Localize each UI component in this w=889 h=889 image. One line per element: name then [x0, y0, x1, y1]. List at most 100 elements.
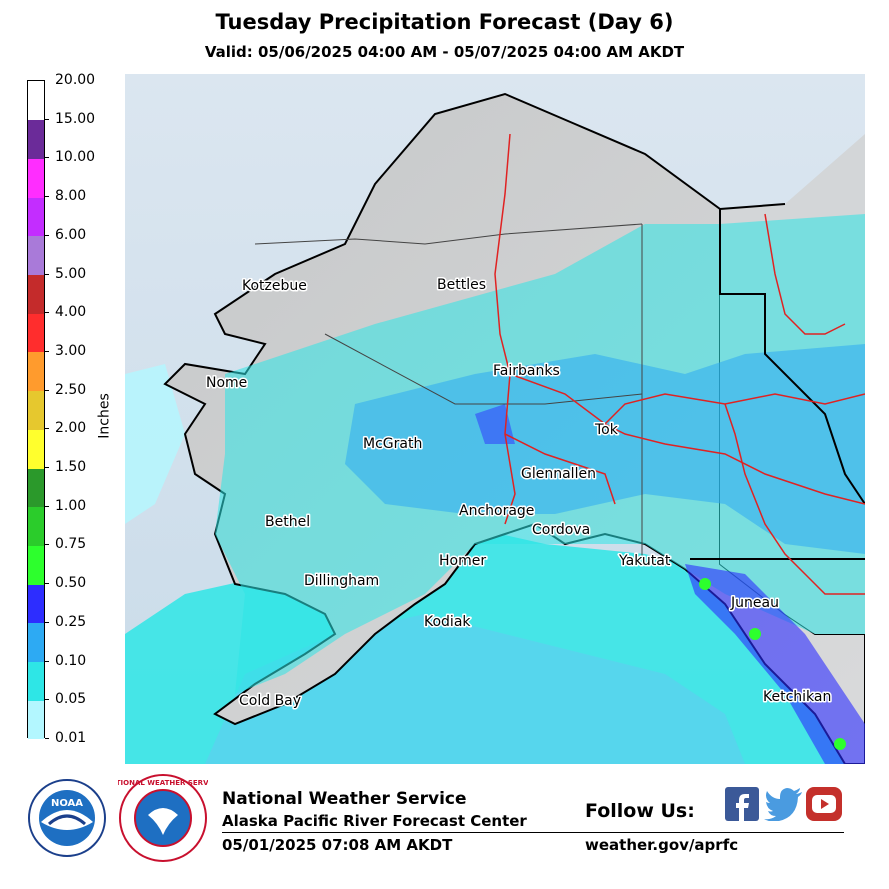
follow-us-label: Follow Us: [585, 800, 695, 822]
colorbar-tick-label: 0.50 [55, 575, 87, 592]
city-label: Tok [594, 422, 619, 438]
colorbar-bin [28, 274, 44, 314]
colorbar-tick [45, 118, 49, 120]
zone-line [324, 333, 643, 405]
city-label: Anchorage [459, 503, 534, 519]
colorbar-bin [28, 700, 44, 740]
highway [504, 433, 616, 505]
footer-divider [222, 832, 844, 833]
colorbar-tick [45, 621, 49, 623]
city-label: Homer [439, 553, 486, 569]
precip-spot [699, 578, 711, 590]
city-label: Yakutat [618, 553, 671, 569]
border-line [719, 209, 865, 505]
colorbar-tick [45, 273, 49, 275]
city-label: Ketchikan [763, 689, 831, 705]
colorbar-tick-label: 0.01 [55, 730, 87, 746]
colorbar-bin [28, 81, 44, 121]
city-label: Nome [206, 375, 247, 391]
border-line [719, 203, 786, 210]
colorbar-bin [28, 468, 44, 508]
colorbar-tick-label: 1.00 [55, 497, 87, 514]
city-label: Bethel [265, 514, 310, 530]
colorbar-bin [28, 235, 44, 276]
precip-map[interactable]: Kotzebue Bettles Nome Fairbanks McGrath Tok Gl… [125, 74, 865, 764]
colorbar-tick-label: 1.50 [55, 459, 87, 476]
colorbar-tick [45, 196, 49, 198]
city-label: Kotzebue [242, 278, 307, 294]
colorbar-bin [28, 622, 44, 663]
colorbar-bin [28, 584, 44, 624]
svg-text:NATIONAL WEATHER SERVICE: NATIONAL WEATHER SERVICE [118, 779, 208, 787]
colorbar-tick [45, 234, 49, 236]
colorbar-tick [45, 699, 49, 701]
nws-logo: NATIONAL WEATHER SERVICE [118, 774, 208, 862]
colorbar-tick-label: 0.25 [55, 613, 87, 630]
colorbar-tick-label: 5.00 [55, 265, 87, 282]
city-label: Cordova [532, 522, 590, 538]
city-label: Fairbanks [493, 363, 560, 379]
highway [724, 403, 865, 595]
colorbar-tick [45, 738, 49, 739]
colorbar-tick-label: 6.00 [55, 226, 87, 243]
units-label: Inches [96, 393, 113, 439]
colorbar-tick [45, 660, 49, 662]
colorbar-bin [28, 158, 44, 198]
city-label: Cold Bay [239, 693, 301, 709]
city-label: Glennallen [521, 466, 596, 482]
precip-colorbar [27, 80, 45, 740]
city-label: Kodiak [424, 614, 471, 630]
colorbar-bin [28, 390, 44, 430]
colorbar-tick-label: 0.05 [55, 691, 87, 708]
youtube-icon[interactable] [806, 787, 842, 821]
footer-org: National Weather Service [222, 789, 467, 809]
colorbar-tick-label: 10.00 [55, 149, 96, 166]
facebook-icon[interactable] [725, 787, 759, 821]
footer-issued: 05/01/2025 07:08 AM AKDT [222, 836, 453, 854]
city-label: Dillingham [304, 573, 379, 589]
precip-spot [749, 628, 761, 640]
colorbar-tick [45, 467, 49, 469]
colorbar-tick [45, 544, 49, 546]
city-label: McGrath [363, 436, 422, 452]
highway [494, 133, 516, 525]
colorbar-tick [45, 428, 49, 430]
colorbar-tick-label: 4.00 [55, 304, 87, 321]
zone-line [254, 223, 643, 245]
highway [509, 373, 865, 505]
colorbar-bin [28, 119, 44, 159]
city-label: Bettles [437, 277, 486, 293]
colorbar-bin [28, 313, 44, 353]
twitter-icon[interactable] [764, 787, 804, 821]
colorbar-tick-label: 0.75 [55, 536, 87, 553]
colorbar-tick-label: 8.00 [55, 188, 87, 205]
colorbar-bin [28, 197, 44, 237]
noaa-logo: NOAA [28, 779, 106, 857]
colorbar-bin [28, 351, 44, 392]
colorbar-tick [45, 389, 49, 391]
colorbar-bin [28, 545, 44, 585]
svg-text:NOAA: NOAA [51, 798, 83, 809]
precip-spot [834, 738, 846, 750]
colorbar-tick [45, 157, 49, 159]
colorbar-tick-label: 2.50 [55, 381, 87, 398]
colorbar-tick-label: 20.00 [55, 72, 96, 88]
map-title: Tuesday Precipitation Forecast (Day 6) [215, 10, 674, 34]
colorbar-tick [45, 505, 49, 507]
colorbar-bin [28, 661, 44, 701]
colorbar-tick-label: 2.00 [55, 420, 87, 437]
colorbar-tick-label: 3.00 [55, 342, 87, 359]
southeast-precip [685, 564, 865, 764]
colorbar-bin [28, 429, 44, 469]
central-precip [345, 344, 865, 554]
colorbar-tick [45, 583, 49, 585]
bering-precip [125, 364, 185, 524]
colorbar-bin [28, 506, 44, 546]
colorbar-tick-label: 0.10 [55, 652, 87, 669]
colorbar-tick [45, 350, 49, 352]
city-labels: Kotzebue Bettles Nome Fairbanks McGrath Tok Gl… [205, 276, 833, 711]
website-link[interactable]: weather.gov/aprfc [585, 836, 739, 854]
colorbar-tick-label: 15.00 [55, 110, 96, 127]
colorbar-tick [45, 312, 49, 314]
footer-office: Alaska Pacific River Forecast Center [222, 812, 527, 830]
